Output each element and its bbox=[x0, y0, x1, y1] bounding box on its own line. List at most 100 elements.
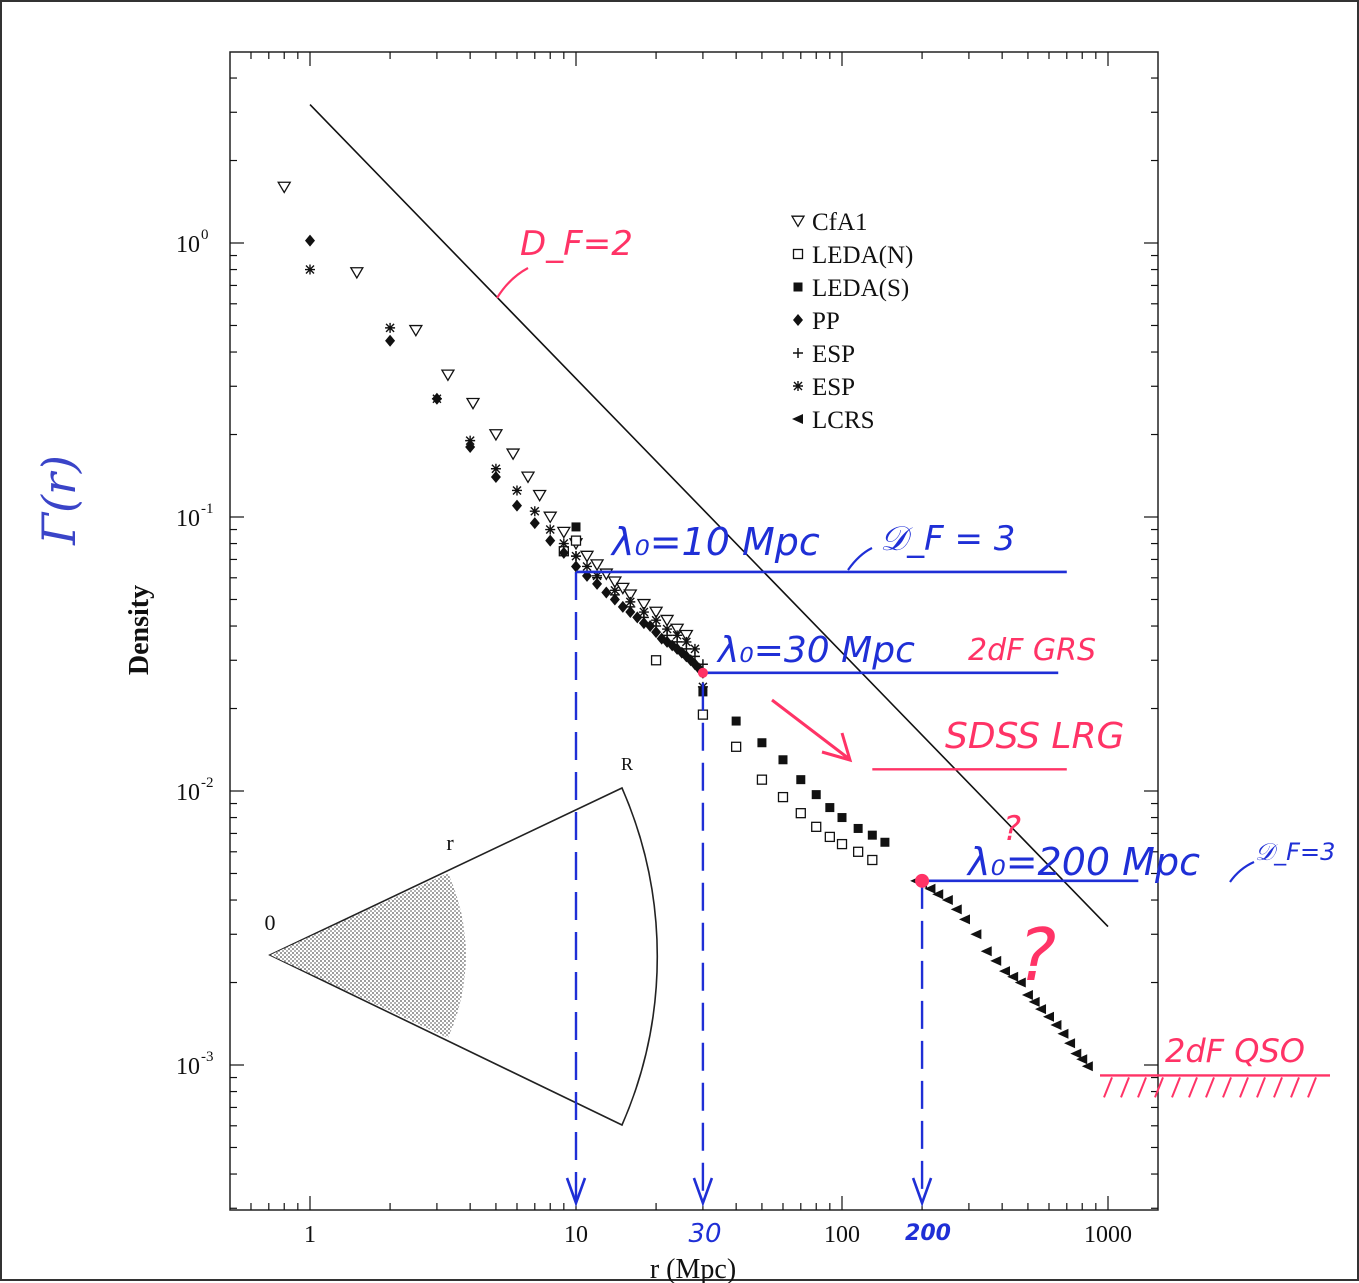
data-point bbox=[617, 600, 628, 613]
data-point bbox=[811, 790, 821, 800]
y-tick-exponent: 0 bbox=[201, 227, 209, 243]
data-point bbox=[1014, 977, 1026, 988]
legend-marker bbox=[793, 314, 803, 326]
data-point bbox=[440, 369, 456, 382]
data-point bbox=[932, 889, 944, 900]
legend-label: ESP bbox=[812, 341, 855, 368]
data-point bbox=[867, 854, 878, 866]
survey-2dfgrs-label: 2dF GRS bbox=[968, 633, 1096, 668]
lambda30-label: λ₀=30 Mpc bbox=[716, 630, 915, 671]
data-point bbox=[837, 813, 847, 823]
data-point bbox=[490, 470, 501, 483]
qso-hatch-mark bbox=[1137, 1077, 1147, 1098]
data-point bbox=[570, 535, 582, 546]
data-point bbox=[1021, 990, 1033, 1001]
sdss-lrg-label: SDSS LRG bbox=[945, 716, 1124, 757]
red-trend-arrow bbox=[771, 698, 853, 763]
data-point bbox=[385, 322, 396, 333]
sector-inner-shaded bbox=[270, 873, 466, 1038]
data-point bbox=[520, 471, 536, 484]
data-point bbox=[999, 966, 1011, 977]
data-point bbox=[625, 596, 636, 607]
data-point bbox=[545, 534, 556, 547]
data-point bbox=[650, 655, 662, 666]
data-point bbox=[465, 397, 481, 410]
legend-marker bbox=[790, 215, 806, 228]
data-point bbox=[852, 846, 864, 857]
df3-pointer-1 bbox=[847, 547, 873, 571]
data-point bbox=[609, 585, 620, 596]
data-point bbox=[1081, 1061, 1093, 1072]
qso-hatch-mark bbox=[1103, 1077, 1113, 1098]
data-point bbox=[1028, 996, 1040, 1007]
data-point bbox=[796, 775, 806, 785]
data-point bbox=[662, 624, 673, 635]
qso-hatch-mark bbox=[1307, 1077, 1317, 1098]
data-point bbox=[571, 551, 581, 562]
series-1 bbox=[558, 535, 878, 866]
data-point bbox=[582, 561, 593, 572]
red-dot-200 bbox=[915, 873, 930, 888]
legend-label: PP bbox=[812, 308, 840, 335]
data-point bbox=[651, 626, 662, 639]
qso-hatch-mark bbox=[1239, 1077, 1249, 1098]
qso-hatch-mark bbox=[1120, 1077, 1130, 1098]
data-point bbox=[431, 393, 442, 404]
data-point bbox=[488, 429, 504, 442]
handwritten-y-label: Γ(r) bbox=[32, 455, 86, 546]
y-axis-label: Density bbox=[124, 585, 155, 675]
y-tick-exponent: -3 bbox=[201, 1049, 214, 1065]
y-tick-exponent: -2 bbox=[201, 775, 214, 791]
y-tick-label: 10 bbox=[176, 506, 200, 532]
data-point bbox=[571, 560, 581, 573]
data-point bbox=[681, 636, 692, 647]
qso-hatch-mark bbox=[1222, 1077, 1232, 1098]
data-point bbox=[958, 914, 970, 925]
data-point bbox=[465, 435, 476, 446]
inset-sector-diagram: 0 r R bbox=[265, 754, 659, 1127]
data-point bbox=[669, 623, 685, 636]
question-big: ? bbox=[1018, 913, 1056, 997]
data-point bbox=[636, 598, 652, 612]
data-point bbox=[950, 904, 962, 915]
legend-marker bbox=[792, 414, 803, 424]
qso-hatch-mark bbox=[1290, 1077, 1300, 1098]
legend-marker bbox=[793, 348, 803, 358]
inset-origin-label: 0 bbox=[265, 910, 276, 935]
data-point bbox=[305, 264, 315, 275]
data-point bbox=[672, 630, 683, 641]
data-point bbox=[385, 334, 396, 347]
data-point bbox=[1057, 1028, 1069, 1039]
arrow-label-200: 200 bbox=[905, 1221, 951, 1246]
data-point bbox=[592, 577, 603, 590]
lambda200-label: λ₀=200 Mpc bbox=[966, 840, 1200, 884]
data-point bbox=[349, 267, 364, 280]
data-point bbox=[825, 803, 835, 813]
y-tick-label: 10 bbox=[176, 1054, 200, 1080]
data-point bbox=[545, 524, 556, 535]
data-point bbox=[880, 837, 890, 847]
data-point bbox=[659, 614, 675, 627]
data-point bbox=[408, 324, 423, 338]
data-point bbox=[543, 511, 558, 524]
data-point bbox=[697, 709, 709, 720]
df2-label: D_F=2 bbox=[520, 224, 633, 264]
data-point bbox=[853, 823, 863, 833]
data-point bbox=[638, 607, 649, 618]
data-point bbox=[651, 615, 662, 626]
arrow-label-30: 30 bbox=[688, 1219, 721, 1249]
data-point bbox=[778, 755, 788, 765]
data-point bbox=[511, 485, 522, 496]
data-point bbox=[730, 741, 742, 752]
lambda10-label: λ₀=10 Mpc bbox=[610, 520, 820, 564]
x-tick-label: 100 bbox=[824, 1222, 860, 1248]
data-point bbox=[625, 606, 636, 619]
data-point bbox=[1050, 1019, 1062, 1030]
inset-big-r-label: R bbox=[621, 754, 633, 774]
data-point bbox=[1064, 1038, 1076, 1049]
data-series bbox=[277, 181, 1093, 1072]
data-point bbox=[795, 808, 806, 819]
y-tick-exponent: -1 bbox=[201, 501, 214, 517]
data-point bbox=[924, 883, 936, 894]
